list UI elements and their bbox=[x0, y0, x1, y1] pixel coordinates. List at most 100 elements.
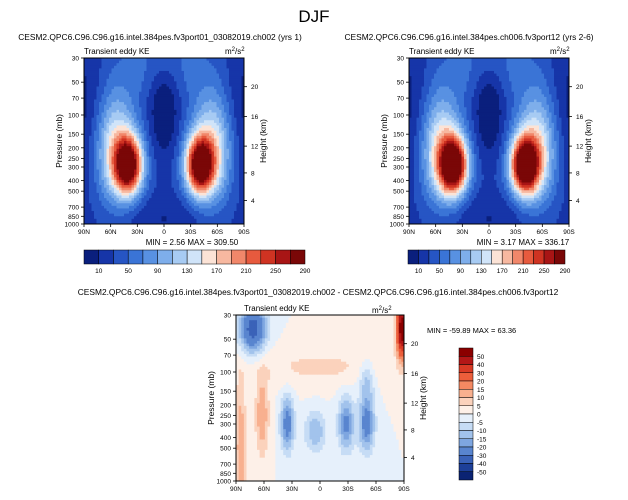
field-cell bbox=[176, 99, 180, 103]
field-cell bbox=[416, 205, 420, 209]
field-cell bbox=[236, 164, 240, 168]
field-cell bbox=[409, 177, 412, 181]
field-cell bbox=[119, 203, 122, 207]
field-cell bbox=[176, 76, 180, 80]
field-cell bbox=[184, 130, 187, 134]
field-cell bbox=[156, 99, 160, 103]
field-cell bbox=[171, 205, 175, 209]
field-cell bbox=[91, 65, 95, 69]
field-cell bbox=[104, 135, 107, 139]
field-cell bbox=[434, 182, 437, 186]
field-cell bbox=[86, 182, 90, 186]
field-cell bbox=[114, 73, 117, 77]
field-cell bbox=[124, 60, 127, 64]
field-cell bbox=[241, 125, 245, 129]
field-cell bbox=[104, 146, 107, 150]
field-cell bbox=[89, 58, 92, 61]
field-cell bbox=[186, 83, 190, 87]
field-cell bbox=[141, 159, 145, 163]
field-cell bbox=[241, 221, 245, 225]
field-cell bbox=[436, 76, 440, 80]
field-cell bbox=[124, 128, 127, 132]
field-cell bbox=[171, 94, 175, 98]
field-cell bbox=[206, 125, 210, 129]
field-cell bbox=[144, 203, 147, 207]
field-cell bbox=[241, 102, 245, 106]
field-cell bbox=[91, 70, 95, 74]
field-cell bbox=[154, 143, 157, 147]
field-cell bbox=[204, 208, 207, 212]
field-cell bbox=[119, 148, 122, 152]
field-cell bbox=[429, 151, 432, 155]
field-cell bbox=[179, 60, 182, 64]
field-cell bbox=[416, 133, 420, 137]
field-cell bbox=[129, 182, 132, 186]
field-cell bbox=[146, 120, 150, 124]
field-cell bbox=[126, 107, 130, 111]
field-cell bbox=[144, 153, 147, 157]
field-cell bbox=[226, 161, 230, 165]
colorbar-label: 10 bbox=[95, 268, 103, 275]
colorbar-swatch bbox=[275, 249, 291, 265]
field-cell bbox=[106, 68, 110, 72]
field-cell bbox=[131, 91, 135, 95]
field-cell bbox=[214, 102, 217, 106]
field-cell bbox=[211, 109, 215, 113]
field-cell bbox=[139, 159, 142, 163]
y2-tick-label: 4 bbox=[251, 198, 255, 205]
field-cell bbox=[181, 86, 185, 90]
field-cell bbox=[114, 89, 117, 93]
field-cell bbox=[139, 138, 142, 142]
field-cell bbox=[234, 200, 237, 204]
field-cell bbox=[159, 68, 162, 72]
field-cell bbox=[191, 153, 195, 157]
field-cell bbox=[431, 78, 435, 82]
field-cell bbox=[209, 200, 212, 204]
field-cell bbox=[221, 182, 225, 186]
field-cell bbox=[416, 211, 420, 215]
field-cell bbox=[179, 120, 182, 124]
field-cell bbox=[196, 203, 200, 207]
field-cell bbox=[124, 125, 127, 129]
field-cell bbox=[176, 218, 180, 222]
field-cell bbox=[84, 138, 87, 142]
field-cell bbox=[129, 122, 132, 126]
field-cell bbox=[419, 156, 422, 160]
field-cell bbox=[109, 125, 112, 129]
field-cell bbox=[421, 65, 425, 69]
field-cell bbox=[431, 185, 435, 189]
field-cell bbox=[199, 179, 202, 183]
field-cell bbox=[236, 213, 240, 217]
field-cell bbox=[154, 135, 157, 139]
field-cell bbox=[129, 128, 132, 132]
field-cell bbox=[91, 198, 95, 202]
field-cell bbox=[184, 146, 187, 150]
field-cell bbox=[104, 63, 107, 67]
field-cell bbox=[426, 213, 430, 217]
field-cell bbox=[149, 63, 152, 67]
field-cell bbox=[221, 133, 225, 137]
field-cell bbox=[89, 164, 92, 168]
field-cell bbox=[231, 203, 235, 207]
field-cell bbox=[426, 81, 430, 85]
field-cell bbox=[234, 213, 237, 217]
field-cell bbox=[96, 141, 100, 144]
field-cell bbox=[186, 109, 190, 113]
field-cell bbox=[101, 146, 105, 150]
field-cell bbox=[161, 174, 165, 178]
field-cell bbox=[421, 81, 425, 85]
field-cell bbox=[164, 96, 167, 100]
field-cell bbox=[159, 78, 162, 82]
field-cell bbox=[414, 141, 417, 144]
field-cell bbox=[111, 208, 115, 212]
field-cell bbox=[109, 133, 112, 137]
field-cell bbox=[214, 68, 217, 72]
field-cell bbox=[146, 179, 150, 183]
field-cell bbox=[121, 135, 125, 139]
field-cell bbox=[134, 70, 137, 74]
field-cell bbox=[174, 190, 177, 194]
field-cell bbox=[139, 83, 142, 87]
field-cell bbox=[206, 138, 210, 142]
field-cell bbox=[184, 76, 187, 80]
field-cell bbox=[416, 182, 420, 186]
